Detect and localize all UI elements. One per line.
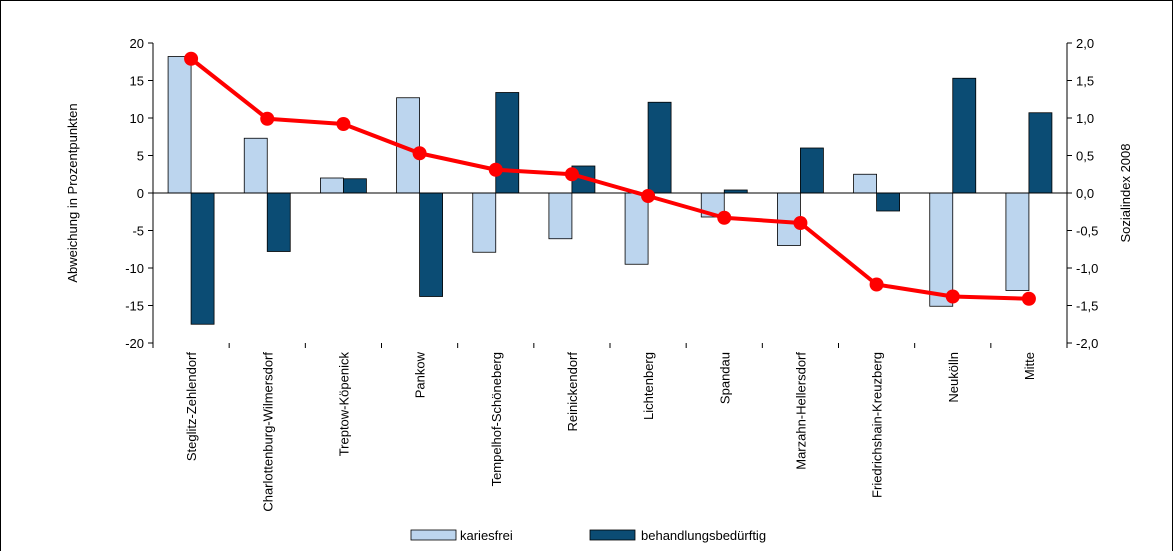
bar-behandlungsbedurftig-pankow — [419, 192, 443, 297]
y2-tick-label: -1,5 — [1076, 299, 1098, 314]
bar-kariesfrei-friedrichshain-kreuzberg — [853, 173, 877, 194]
point-sozialindex-reinickendorf — [564, 167, 579, 182]
category-label-tempelhof-schoneberg: Tempelhof-Schöneberg — [489, 352, 504, 486]
point-sozialindex-marzahn-hellersdorf — [793, 216, 808, 230]
bar-behandlungsbedurftig-charlottenburg-wilmersdorf — [266, 192, 291, 252]
bar-kariesfrei-lichtenberg — [624, 192, 649, 265]
category-label-charlottenburg-wilmersdorf: Charlottenburg-Wilmersdorf — [260, 352, 275, 512]
y-tick-label: -20 — [125, 336, 144, 351]
y2-axis-title: Sozialindex 2008 — [1118, 143, 1133, 242]
y2-tick-label: 0,5 — [1076, 149, 1094, 164]
y-tick-label: -5 — [132, 224, 144, 239]
legend-label-kariesfrei: kariesfrei — [460, 528, 513, 543]
point-sozialindex-lichtenberg — [641, 189, 656, 203]
point-sozialindex-steglitz-zehlendorf — [184, 51, 199, 66]
y2-tick-label: 1,0 — [1076, 111, 1094, 126]
category-label-steglitz-zehlendorf: Steglitz-Zehlendorf — [184, 352, 199, 461]
y-tick-label: -10 — [125, 261, 144, 276]
y2-tick-label: -2,0 — [1076, 336, 1098, 351]
category-label-treptow-kopenick: Treptow-Köpenick — [336, 352, 351, 457]
legend-swatch-kariesfrei — [410, 529, 457, 541]
bar-kariesfrei-reinickendorf — [548, 192, 573, 240]
bar-kariesfrei-neukolln — [929, 192, 954, 307]
category-labels: Steglitz-Zehlendorf Charlottenburg-Wilmer… — [184, 351, 1037, 511]
legend: kariesfrei behandlungsbedürftig — [410, 528, 766, 543]
bar-kariesfrei-treptow-kopenick — [320, 177, 344, 194]
y-tick-label: 5 — [137, 149, 144, 164]
y-tick-label: 10 — [130, 111, 144, 126]
category-label-friedrichshain-kreuzberg: Friedrichshain-Kreuzberg — [870, 352, 885, 498]
category-label-neukolln: Neukölln — [946, 352, 961, 403]
bar-kariesfrei-tempelhof-schoneberg — [472, 192, 497, 253]
category-label-marzahn-hellersdorf: Marzahn-Hellersdorf — [793, 352, 808, 470]
point-sozialindex-pankow — [412, 146, 427, 161]
category-label-pankow: Pankow — [413, 351, 428, 398]
category-label-lichtenberg: Lichtenberg — [641, 352, 656, 420]
bar-behandlungsbedurftig-tempelhof-schoneberg — [495, 92, 520, 194]
point-sozialindex-friedrichshain-kreuzberg — [869, 277, 884, 292]
bar-behandlungsbedurftig-lichtenberg — [647, 101, 672, 194]
y-axis-title: Abweichung in Prozentpunkten — [65, 103, 80, 282]
point-sozialindex-charlottenburg-wilmersdorf — [260, 111, 275, 126]
point-sozialindex-tempelhof-schoneberg — [488, 162, 503, 177]
ticks-layer: 20 2,0 15 1,5 10 1,0 5 0,5 0 0,0 -5 -0,5 -10 -1,0 -15 -… — [125, 36, 1098, 351]
y-tick-label: 20 — [130, 36, 144, 51]
y2-tick-label: -1,0 — [1076, 261, 1098, 276]
line-layer — [184, 51, 1036, 306]
category-label-reinickendorf: Reinickendorf — [565, 352, 580, 432]
point-sozialindex-treptow-kopenick — [336, 117, 351, 131]
bar-kariesfrei-mitte — [1005, 192, 1030, 291]
point-sozialindex-mitte — [1021, 291, 1036, 306]
y-tick-label: -15 — [125, 299, 144, 314]
bar-behandlungsbedurftig-friedrichshain-kreuzberg — [876, 192, 900, 212]
point-sozialindex-spandau — [717, 210, 732, 225]
point-sozialindex-neukolln — [945, 289, 960, 304]
bar-behandlungsbedurftig-marzahn-hellersdorf — [800, 147, 824, 194]
legend-label-behandlungsbeduerftig: behandlungsbedürftig — [641, 528, 766, 543]
category-label-mitte: Mitte — [1022, 352, 1037, 380]
legend-swatch-behandlungsbeduerftig — [589, 529, 636, 541]
y2-tick-label: 2,0 — [1076, 36, 1094, 51]
bar-behandlungsbedurftig-treptow-kopenick — [343, 178, 367, 194]
y2-tick-label: 1,5 — [1076, 74, 1094, 89]
bar-behandlungsbedurftig-mitte — [1028, 112, 1053, 194]
y-tick-label: 0 — [137, 186, 144, 201]
bar-behandlungsbedurftig-neukolln — [952, 77, 977, 194]
y-tick-label: 15 — [130, 74, 144, 89]
bar-kariesfrei-charlottenburg-wilmersdorf — [243, 137, 268, 194]
y2-tick-label: -0,5 — [1076, 224, 1098, 239]
bar-behandlungsbedurftig-steglitz-zehlendorf — [190, 192, 215, 325]
bars-layer — [167, 56, 1053, 325]
bar-kariesfrei-steglitz-zehlendorf — [167, 56, 192, 194]
y2-tick-label: 0,0 — [1076, 186, 1094, 201]
series-line-sozialindex — [189, 57, 1029, 301]
category-label-spandau: Spandau — [717, 352, 732, 404]
